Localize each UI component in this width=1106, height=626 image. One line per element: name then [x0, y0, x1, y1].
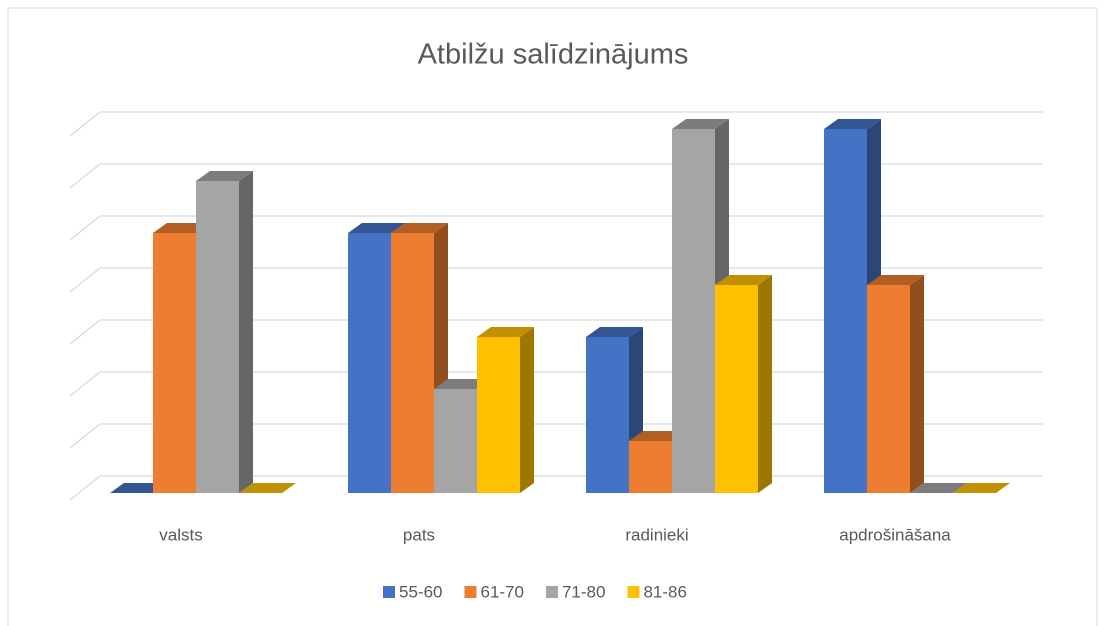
- bar-top: [110, 483, 167, 493]
- legend-label: 61-70: [480, 582, 523, 601]
- bar-top: [239, 483, 296, 493]
- bar-top: [910, 483, 967, 493]
- bar-front: [867, 285, 910, 493]
- legend-label: 55-60: [399, 582, 442, 601]
- legend-label: 71-80: [562, 582, 605, 601]
- bar-front: [715, 285, 758, 493]
- bar-top: [867, 275, 924, 285]
- x-tick-label: apdrošināšana: [839, 525, 951, 544]
- bar: [910, 483, 967, 493]
- bar: [110, 483, 167, 493]
- bar-front: [629, 441, 672, 493]
- bar-top: [477, 327, 534, 337]
- x-tick-label: pats: [403, 525, 435, 544]
- legend-swatch: [545, 586, 558, 598]
- chart-title: Atbilžu salīdzinājums: [418, 39, 689, 71]
- bar-front: [434, 389, 477, 493]
- bar-front: [196, 181, 239, 493]
- x-tick-label: valsts: [159, 525, 202, 544]
- bar-top: [348, 223, 405, 233]
- legend-swatch: [627, 586, 640, 598]
- bar: [715, 275, 772, 493]
- bar-side: [910, 275, 924, 493]
- bar-front: [824, 129, 867, 493]
- bar-front: [348, 233, 391, 493]
- bar-top: [953, 483, 1010, 493]
- bar-top: [672, 119, 729, 129]
- bar-side: [758, 275, 772, 493]
- bar-front: [477, 337, 520, 493]
- bar-top: [824, 119, 881, 129]
- bar-side: [239, 171, 253, 493]
- bar-top: [715, 275, 772, 285]
- bar-front: [672, 129, 715, 493]
- bar-front: [391, 233, 434, 493]
- bar-side: [520, 327, 534, 493]
- bar: [239, 483, 296, 493]
- bar-top: [629, 431, 686, 441]
- bar: [196, 171, 253, 493]
- grid-line: [69, 111, 1043, 137]
- bar-front: [586, 337, 629, 493]
- bar-top: [586, 327, 643, 337]
- legend-swatch: [464, 586, 477, 598]
- bar-top: [196, 171, 253, 181]
- legend-label: 81-86: [643, 582, 686, 601]
- bar-front: [153, 233, 196, 493]
- x-tick-label: radinieki: [625, 525, 688, 544]
- bar-top: [153, 223, 210, 233]
- bar-top: [434, 379, 491, 389]
- bar: [477, 327, 534, 493]
- bar-top: [391, 223, 448, 233]
- legend-swatch: [383, 586, 395, 598]
- bar: [953, 483, 1010, 493]
- bar: [867, 275, 924, 493]
